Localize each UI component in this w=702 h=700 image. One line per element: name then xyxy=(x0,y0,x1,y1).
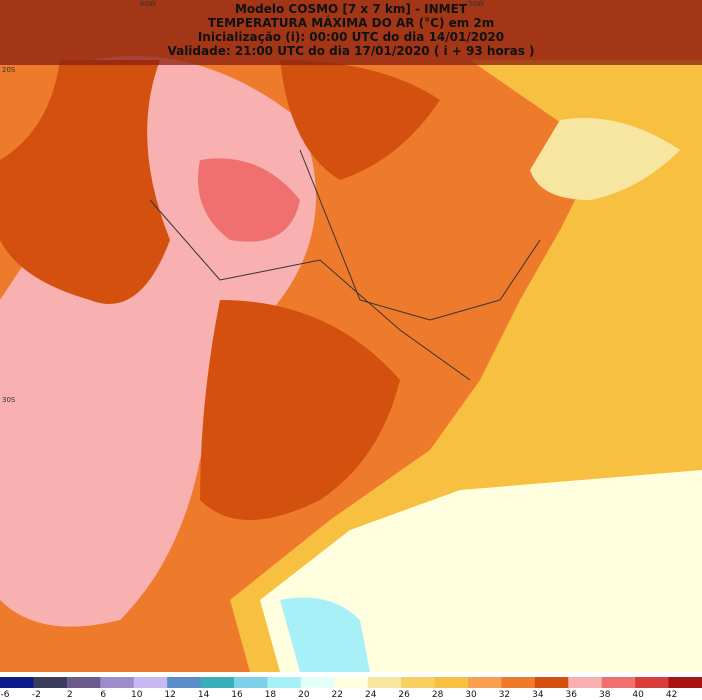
dark-region xyxy=(200,300,400,520)
colorbar-label: 34 xyxy=(532,690,544,700)
colorbar-label: -6 xyxy=(1,690,10,700)
coord-label: 50W xyxy=(468,0,484,8)
colorbar-label: 14 xyxy=(198,690,210,700)
dark-region xyxy=(280,60,440,180)
border xyxy=(299,149,541,321)
title-line: TEMPERATURA MÁXIMA DO AR (°C) em 2m xyxy=(208,15,495,30)
colorbar-swatch xyxy=(367,677,402,688)
colorbar-swatch xyxy=(635,677,670,688)
colorbar-swatch xyxy=(133,677,168,688)
colorbar-label: 12 xyxy=(164,690,175,700)
ocean-cool xyxy=(260,470,702,672)
colorbar-swatch xyxy=(100,677,135,688)
colorbar-swatch xyxy=(33,677,68,688)
colorbar-label: 38 xyxy=(599,690,611,700)
colorbar-label: 40 xyxy=(632,690,644,700)
colorbar: -6 -2 2 6 10 12 14 16 18 20 22 24 26 28 30 32 34 36 38 40 42 xyxy=(0,677,702,700)
coord-label: 60W xyxy=(140,0,156,8)
title-line: Modelo COSMO [7 x 7 km] - INMET xyxy=(235,2,468,16)
colorbar-label: 42 xyxy=(666,690,677,700)
coast-mild xyxy=(530,118,680,200)
colorbar-swatch xyxy=(0,677,34,688)
border xyxy=(149,199,471,381)
coord-label: 20S xyxy=(2,66,16,74)
colorbar-label: -2 xyxy=(32,690,41,700)
ocean-cold xyxy=(280,597,370,672)
title-line: Inicialização (i): 00:00 UTC do dia 14/0… xyxy=(198,30,504,44)
colorbar-label: 16 xyxy=(231,690,243,700)
colorbar-label: 22 xyxy=(332,690,343,700)
colorbar-swatch xyxy=(300,677,335,688)
colorbar-label: 18 xyxy=(265,690,277,700)
coord-label: 30S xyxy=(2,396,16,404)
colorbar-label: 10 xyxy=(131,690,143,700)
colorbar-swatch xyxy=(434,677,469,688)
colorbar-swatch xyxy=(501,677,536,688)
dark-region xyxy=(0,60,170,304)
colorbar-swatch xyxy=(568,677,603,688)
colorbar-swatch xyxy=(468,677,502,688)
colorbar-swatch xyxy=(601,677,636,688)
colorbar-swatch xyxy=(668,677,702,688)
top-band xyxy=(0,0,702,65)
colorbar-label: 28 xyxy=(432,690,444,700)
colorbar-swatch xyxy=(200,677,235,688)
colorbar-swatch xyxy=(534,677,569,688)
colorbar-label: 26 xyxy=(398,690,410,700)
colorbar-label: 6 xyxy=(100,690,106,700)
colorbar-swatch xyxy=(66,677,101,688)
colorbar-swatch xyxy=(167,677,202,688)
colorbar-label: 36 xyxy=(566,690,578,700)
colorbar-label: 32 xyxy=(499,690,510,700)
colorbar-swatch xyxy=(267,677,302,688)
title-line: Validade: 21:00 UTC do dia 17/01/2020 ( … xyxy=(167,44,534,58)
colorbar-label: 20 xyxy=(298,690,310,700)
colorbar-label: 2 xyxy=(67,690,73,700)
colorbar-swatch xyxy=(334,677,369,688)
colorbar-swatch xyxy=(234,677,268,688)
colorbar-label: 24 xyxy=(365,690,377,700)
colorbar-label: 30 xyxy=(465,690,477,700)
hot-spot xyxy=(198,158,300,242)
colorbar-swatch xyxy=(401,677,436,688)
